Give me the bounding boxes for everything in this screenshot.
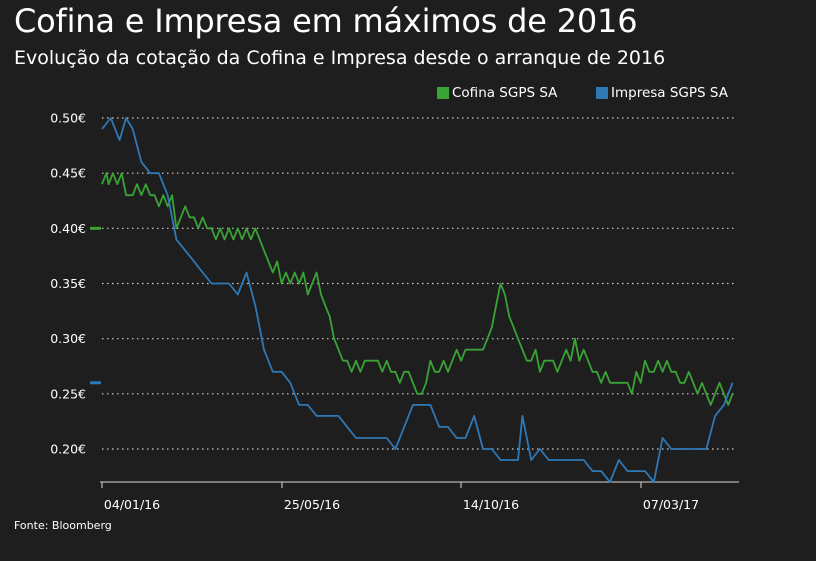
x-tick-label: 14/10/16 [463, 497, 519, 512]
chart-title: Cofina e Impresa em máximos de 2016 [14, 2, 638, 40]
source-note: Fonte: Bloomberg [14, 519, 112, 532]
x-tick-label: 25/05/16 [284, 497, 340, 512]
last-value-marker-cofina [90, 226, 101, 230]
x-tick-label: 04/01/16 [104, 497, 160, 512]
y-tick-label: 0.40€ [50, 221, 86, 236]
legend-item-impresa: Impresa SGPS SA [596, 85, 728, 101]
legend-swatch-cofina [437, 87, 449, 99]
y-tick-label: 0.35€ [50, 276, 86, 291]
legend-swatch-impresa [596, 87, 608, 99]
y-tick-label: 0.50€ [50, 111, 86, 126]
y-tick-label: 0.25€ [50, 386, 86, 401]
last-value-marker-impresa [90, 381, 101, 385]
legend-label-cofina: Cofina SGPS SA [452, 85, 558, 101]
series-line-impresa [101, 117, 734, 483]
legend-item-cofina: Cofina SGPS SA [437, 85, 557, 101]
y-tick-label: 0.45€ [50, 166, 86, 181]
series-line-cofina [101, 172, 734, 406]
y-tick-label: 0.30€ [50, 331, 86, 346]
chart-subtitle: Evolução da cotação da Cofina e Impresa … [14, 47, 666, 69]
y-tick-label: 0.20€ [50, 442, 86, 457]
x-tick-label: 07/03/17 [643, 497, 699, 512]
legend-label-impresa: Impresa SGPS SA [611, 85, 728, 101]
